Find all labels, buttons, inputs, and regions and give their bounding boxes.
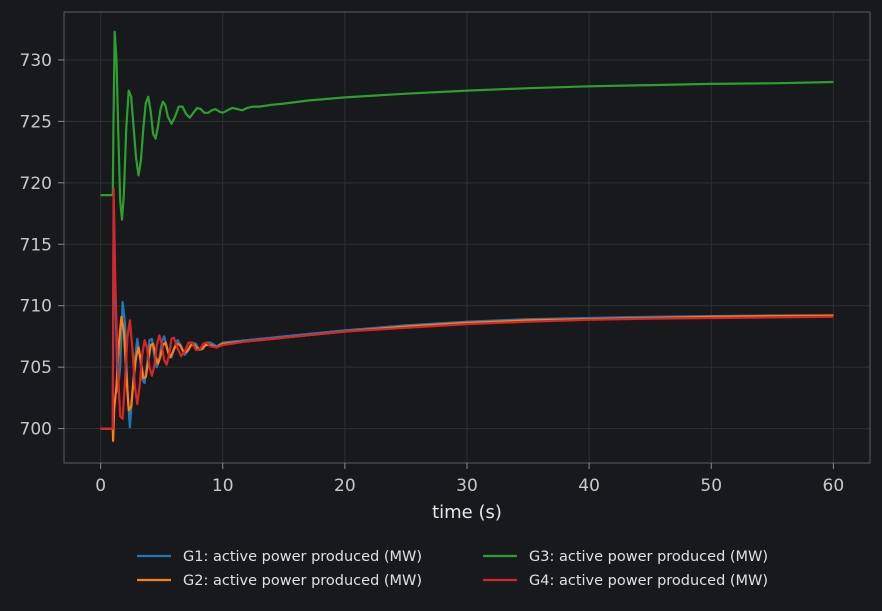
x-tick-label: 0 bbox=[95, 476, 106, 496]
legend-item: G4: active power produced (MW) bbox=[483, 573, 768, 589]
series-line-g3 bbox=[100, 30, 834, 221]
series-line-g4 bbox=[100, 187, 834, 430]
y-tick-label: 720 bbox=[20, 174, 52, 194]
grid bbox=[64, 12, 870, 463]
y-axis: 700 705 710 715 720 725 730 bbox=[20, 51, 64, 440]
x-tick-label: 20 bbox=[334, 476, 356, 496]
series-layer bbox=[100, 30, 834, 442]
legend-label: G3: active power produced (MW) bbox=[529, 549, 768, 565]
x-axis: 0 10 20 30 40 50 60 bbox=[95, 463, 844, 496]
y-tick-label: 725 bbox=[20, 112, 52, 132]
x-tick-label: 10 bbox=[212, 476, 234, 496]
y-tick-label: 700 bbox=[20, 420, 52, 440]
legend-label: G4: active power produced (MW) bbox=[529, 573, 768, 589]
y-tick-label: 730 bbox=[20, 51, 52, 71]
legend-item: G1: active power produced (MW) bbox=[137, 549, 422, 565]
x-tick-label: 60 bbox=[823, 476, 845, 496]
legend-label: G1: active power produced (MW) bbox=[183, 549, 422, 565]
legend-label: G2: active power produced (MW) bbox=[183, 573, 422, 589]
y-tick-label: 710 bbox=[20, 297, 52, 317]
legend-item: G2: active power produced (MW) bbox=[137, 573, 422, 589]
x-tick-label: 30 bbox=[456, 476, 478, 496]
y-tick-label: 715 bbox=[20, 235, 52, 255]
x-tick-label: 50 bbox=[700, 476, 722, 496]
x-axis-label: time (s) bbox=[432, 502, 502, 523]
x-tick-label: 40 bbox=[578, 476, 600, 496]
legend-item: G3: active power produced (MW) bbox=[483, 549, 768, 565]
y-tick-label: 705 bbox=[20, 358, 52, 378]
legend: G1: active power produced (MW) G2: active… bbox=[137, 549, 768, 589]
